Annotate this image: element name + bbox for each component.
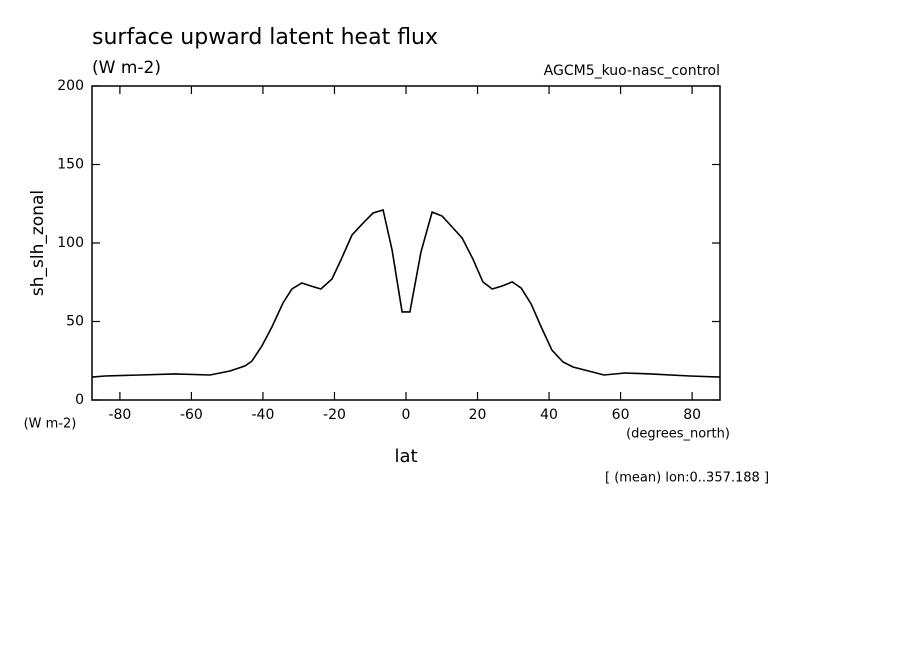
note: [ (mean) lon:0..357.188 ] [605,471,769,486]
x-tick-label: 40 [540,407,558,423]
y-tick-label: 200 [57,78,84,94]
chart-title: surface upward latent heat flux [92,25,438,50]
y-tick-label: 0 [75,392,84,408]
y-tick-label: 100 [57,235,84,251]
x-tick-label: 80 [683,407,701,423]
x-tick-label: 20 [469,407,487,423]
data-line [91,208,721,378]
x-tick-label: -80 [108,407,131,423]
x-tick-label: 60 [612,407,630,423]
x-tick-label: -40 [252,407,275,423]
x-tick-label: 0 [402,407,411,423]
experiment-label: AGCM5_kuo-nasc_control [544,63,720,79]
x-axis-label: lat [394,446,417,467]
x-units: (degrees_north) [626,427,730,442]
chart-subtitle: (W m-2) [92,58,161,78]
y-tick-label: 150 [57,157,84,173]
y-tick-label: 50 [66,314,84,330]
y-units: (W m-2) [24,417,77,432]
x-tick-label: -20 [323,407,346,423]
y-axis-label: sh_slh_zonal [28,190,48,296]
x-tick-label: -60 [180,407,203,423]
